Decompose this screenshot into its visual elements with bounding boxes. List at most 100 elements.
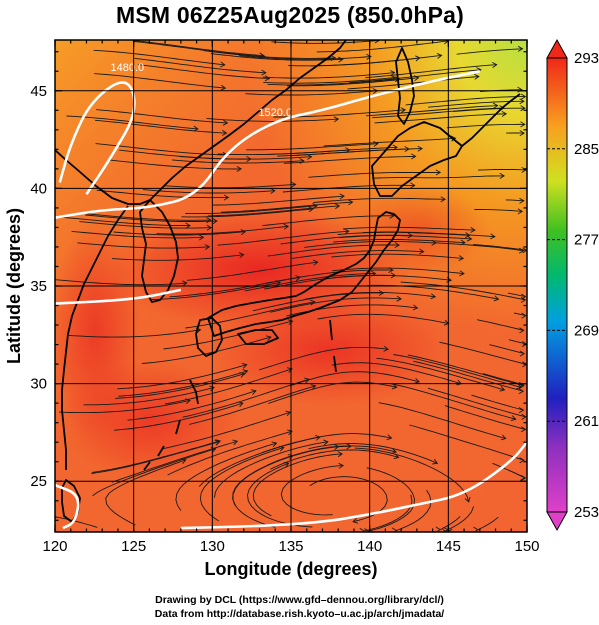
- streamline: [258, 346, 389, 371]
- streamline-arrow: [521, 312, 527, 319]
- streamline: [374, 113, 507, 124]
- streamline: [507, 292, 526, 298]
- streamline-arrow: [286, 367, 293, 373]
- streamline-arrow: [338, 56, 344, 63]
- streamline: [280, 234, 413, 245]
- streamline-arrow: [378, 290, 385, 296]
- streamline: [111, 440, 238, 483]
- streamline-arrow: [214, 439, 221, 446]
- contour-line: [58, 81, 136, 195]
- streamline: [263, 77, 396, 84]
- streamline-arrow: [386, 434, 393, 441]
- streamline-arrow: [55, 515, 58, 519]
- streamline-arrow: [389, 70, 396, 76]
- streamline-arrow: [241, 362, 248, 369]
- streamline: [267, 244, 400, 257]
- streamline-arrow: [520, 121, 526, 128]
- streamline: [68, 329, 201, 338]
- streamline: [439, 341, 527, 365]
- axis-tick-marks: [54, 40, 528, 532]
- streamline: [118, 370, 248, 397]
- streamline-arrow: [323, 439, 329, 446]
- streamline-arrow: [220, 61, 226, 68]
- streamline-arrow: [391, 527, 398, 532]
- streamline: [182, 378, 310, 418]
- streamline-arrow: [517, 208, 524, 215]
- streamline-arrow: [412, 304, 419, 311]
- streamline-arrow: [250, 389, 257, 395]
- contour-line: [55, 69, 481, 219]
- streamline-arrow: [520, 474, 526, 481]
- streamline-arrow: [209, 385, 215, 392]
- streamline: [333, 238, 466, 244]
- map-title: MSM 06Z25Aug2025 (850.0hPa): [116, 2, 464, 28]
- streamline: [207, 205, 340, 217]
- streamline: [452, 107, 525, 113]
- streamline: [405, 96, 526, 106]
- streamline-arrow: [204, 244, 211, 250]
- y-tick-label: 40: [30, 180, 47, 197]
- streamline-arrow: [278, 445, 285, 452]
- colorbar-tick-label: 285: [574, 141, 599, 158]
- streamline-arrow: [290, 181, 297, 188]
- streamline-arrow: [521, 167, 527, 173]
- streamline-arrow: [352, 517, 359, 524]
- streamline-arrow: [518, 247, 525, 254]
- streamline-arrow: [347, 199, 354, 206]
- streamline: [508, 339, 527, 345]
- streamline-arrow: [261, 69, 267, 76]
- streamline-arrow: [373, 141, 379, 147]
- streamline-arrow: [432, 458, 439, 465]
- streamline-arrow: [242, 369, 249, 375]
- streamline: [289, 371, 420, 387]
- streamline: [280, 465, 344, 516]
- streamline-arrow: [337, 451, 344, 458]
- streamline: [308, 171, 441, 178]
- streamline-arrow: [345, 147, 351, 154]
- y-tick-label: 25: [30, 473, 47, 490]
- streamline: [252, 292, 384, 312]
- streamline-arrow: [287, 429, 293, 436]
- streamline-arrow: [492, 102, 499, 109]
- streamline-arrow: [501, 111, 508, 117]
- streamline: [138, 64, 270, 79]
- streamline-arrow: [499, 385, 506, 392]
- x-axis-label: Longitude (degrees): [204, 559, 377, 579]
- streamline-arrow: [221, 129, 228, 136]
- streamline-arrow: [517, 45, 524, 52]
- streamline: [505, 199, 524, 202]
- colorbar-tick-label: 269: [574, 322, 599, 339]
- streamline-arrow: [396, 295, 402, 302]
- streamline: [164, 368, 293, 405]
- streamline-arrow: [418, 248, 425, 255]
- streamline-arrow: [519, 457, 525, 464]
- streamline: [198, 436, 320, 487]
- streamline-arrow: [459, 270, 465, 277]
- streamline-arrow: [493, 295, 500, 302]
- streamline: [213, 441, 328, 498]
- streamline: [175, 442, 277, 511]
- streamline-arrow: [500, 434, 507, 441]
- streamline-arrow: [206, 217, 212, 224]
- lat-lon-grid: [55, 40, 527, 532]
- streamline-arrow: [517, 86, 523, 93]
- streamline-arrow: [206, 224, 213, 231]
- streamline: [372, 175, 505, 179]
- streamline-arrow: [521, 413, 527, 420]
- streamline: [428, 100, 524, 108]
- streamline: [71, 230, 204, 239]
- streamline-arrow: [407, 232, 414, 239]
- streamline: [115, 373, 245, 399]
- colorbar: [546, 38, 568, 532]
- streamline-arrow: [435, 169, 442, 176]
- streamline: [378, 402, 506, 439]
- streamline: [246, 143, 378, 151]
- streamline: [217, 149, 350, 156]
- contour-label: 1480.0: [111, 62, 145, 74]
- x-tick-label: 120: [42, 538, 67, 555]
- streamline-arrow: [417, 145, 423, 152]
- streamline-arrow: [185, 222, 191, 229]
- contour-line: [55, 288, 182, 305]
- x-tick-label: 135: [278, 538, 303, 555]
- streamline: [169, 276, 301, 298]
